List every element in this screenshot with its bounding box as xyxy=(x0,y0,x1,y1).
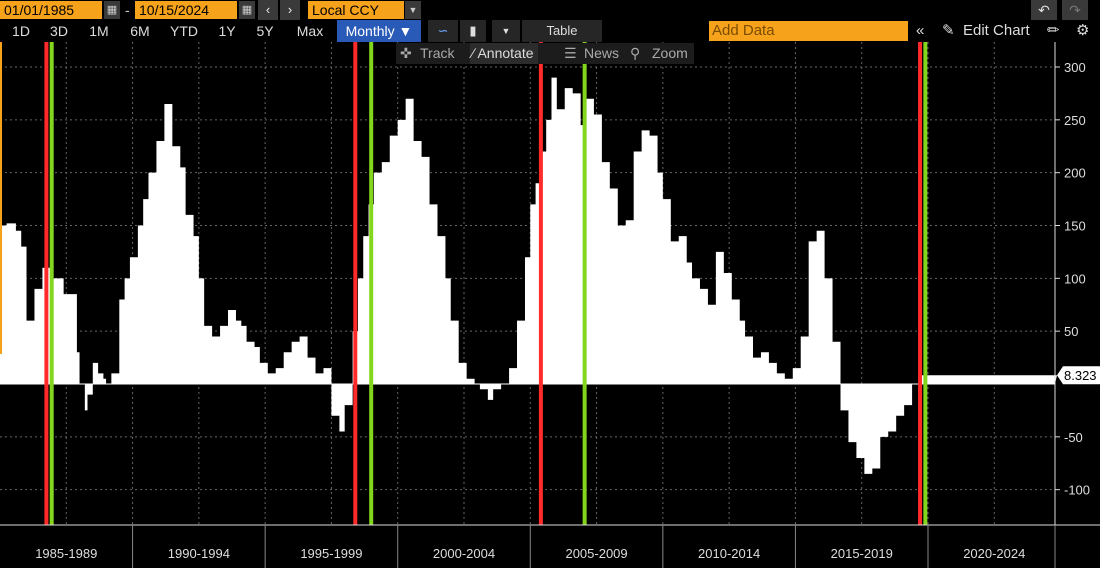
redo-icon[interactable]: ↷ xyxy=(1062,0,1088,20)
chart-type-dropdown-icon[interactable]: ▼ xyxy=(492,20,520,42)
table-button[interactable]: Table xyxy=(522,20,602,42)
y-tick-label: 50 xyxy=(1064,324,1078,339)
last-value-badge xyxy=(1057,366,1100,385)
red-marker xyxy=(44,42,49,525)
x-tick-label: 2015-2019 xyxy=(831,546,893,561)
x-tick-label: 1990-1994 xyxy=(168,546,230,561)
series-area xyxy=(0,77,1057,474)
currency-select[interactable]: Local CCY xyxy=(308,1,404,19)
y-tick-label: 200 xyxy=(1064,166,1086,181)
end-date-field[interactable]: 10/15/2024 xyxy=(135,1,237,19)
pencil-icon[interactable]: ✎ xyxy=(942,22,955,39)
undo-icon[interactable]: ↶ xyxy=(1031,0,1057,20)
crosshair-icon[interactable]: ✜ xyxy=(400,45,412,61)
y-tick-label: 250 xyxy=(1064,113,1086,128)
period-ytd[interactable]: YTD xyxy=(170,23,198,39)
x-tick-label: 2020-2024 xyxy=(963,546,1025,561)
annotate-label: Annotate xyxy=(477,45,534,61)
period-1d[interactable]: 1D xyxy=(12,23,30,39)
y-tick-label: -50 xyxy=(1064,430,1083,445)
period-1m[interactable]: 1M xyxy=(89,23,109,39)
top-toolbar: 01/01/1985 ▦ - 10/15/2024 ▦ ‹ › Local CC… xyxy=(0,0,1100,20)
red-marker xyxy=(918,42,923,525)
settings-edit-icon[interactable]: ✏ xyxy=(1047,22,1060,39)
frequency-select[interactable]: Monthly ▼ xyxy=(337,20,421,42)
calendar-icon[interactable]: ▦ xyxy=(239,1,255,19)
green-marker xyxy=(923,42,928,525)
chevron-right-icon[interactable]: › xyxy=(280,0,300,20)
period-5y[interactable]: 5Y xyxy=(256,23,274,39)
add-data-input[interactable]: Add Data xyxy=(709,21,908,41)
period-3d[interactable]: 3D xyxy=(50,23,68,39)
date-separator: - xyxy=(125,2,130,18)
y-tick-label: 100 xyxy=(1064,271,1086,286)
zoom-icon[interactable]: ⚲ xyxy=(630,45,641,61)
last-value-label: 8.323 xyxy=(1064,368,1097,383)
period-6m[interactable]: 6M xyxy=(130,23,150,39)
green-marker xyxy=(582,42,587,525)
y-tick-label: 150 xyxy=(1064,219,1086,234)
red-marker xyxy=(353,42,358,525)
chevron-down-icon[interactable]: ▼ xyxy=(405,1,421,19)
green-marker xyxy=(369,42,374,525)
x-tick-label: 1995-1999 xyxy=(300,546,362,561)
news-tool[interactable]: News xyxy=(584,45,620,61)
collapse-icon[interactable]: « xyxy=(916,22,925,39)
x-tick-label: 2005-2009 xyxy=(565,546,627,561)
start-date-field[interactable]: 01/01/1985 xyxy=(0,1,102,19)
chevron-left-icon[interactable]: ‹ xyxy=(258,0,278,20)
gear-icon[interactable]: ⚙ xyxy=(1076,22,1090,39)
annotate-tool[interactable]: ∕ Annotate xyxy=(470,43,538,64)
x-tick-label: 1985-1989 xyxy=(35,546,97,561)
chart-tools: ✜ Track ∕ Annotate ☰ News ⚲ Zoom xyxy=(396,43,694,64)
period-max[interactable]: Max xyxy=(296,23,324,39)
annotate-icon: ∕ xyxy=(472,45,475,61)
edit-chart-button[interactable]: Edit Chart xyxy=(963,22,1030,39)
left-edge-marker xyxy=(0,42,2,354)
x-tick-label: 2000-2004 xyxy=(433,546,495,561)
news-icon[interactable]: ☰ xyxy=(564,45,577,61)
candlestick-icon[interactable]: ▮ xyxy=(460,20,486,42)
period-1y[interactable]: 1Y xyxy=(218,23,236,39)
green-marker xyxy=(49,42,54,525)
red-marker xyxy=(538,42,543,525)
y-tick-label: -100 xyxy=(1064,483,1090,498)
line-chart-icon[interactable]: ∽ xyxy=(428,20,458,42)
track-tool[interactable]: Track xyxy=(420,45,455,61)
y-tick-label: 300 xyxy=(1064,60,1086,75)
calendar-icon[interactable]: ▦ xyxy=(104,1,120,19)
x-tick-label: 2010-2014 xyxy=(698,546,760,561)
zoom-tool[interactable]: Zoom xyxy=(652,45,688,61)
